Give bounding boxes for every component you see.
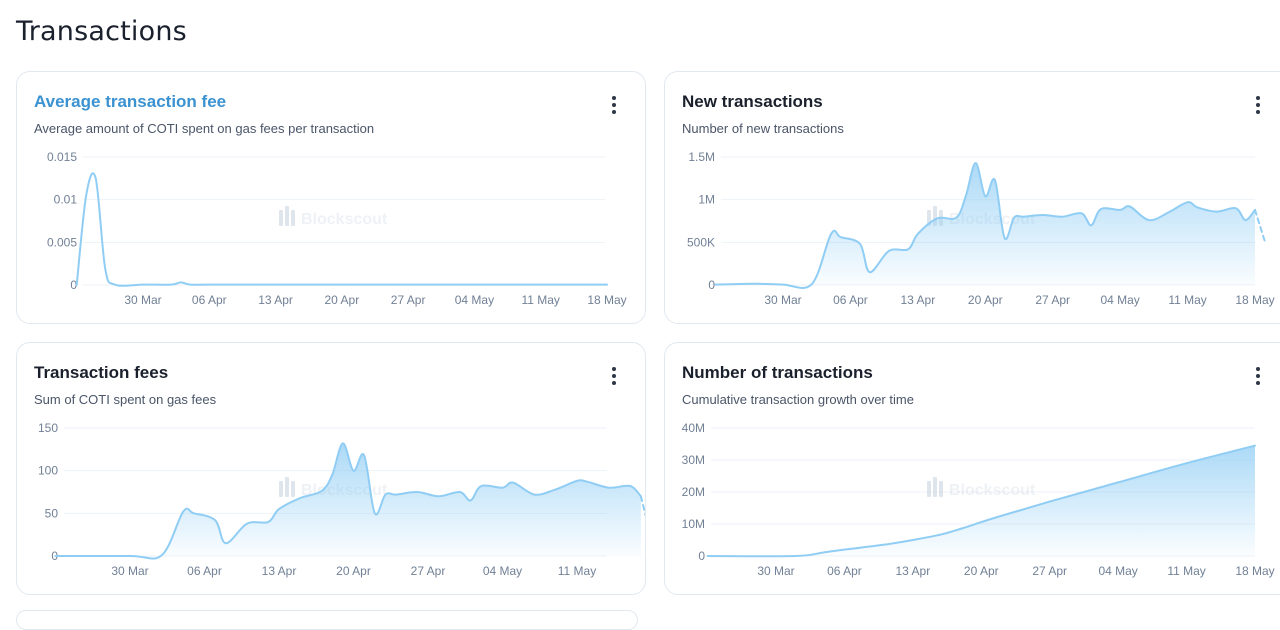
- x-tick-label: 04 May: [1100, 293, 1139, 307]
- y-tick-label: 0: [698, 549, 705, 563]
- chart-card-partial: [16, 610, 638, 630]
- x-tick-label: 04 May: [483, 564, 522, 578]
- chart-card-number-of-transactions: Number of transactions Cumulative transa…: [664, 342, 1280, 595]
- x-tick-label: 06 Apr: [187, 564, 222, 578]
- x-tick-label: 04 May: [1098, 564, 1137, 578]
- y-tick-label: 0: [708, 278, 715, 292]
- series-line: [706, 444, 1256, 558]
- x-tick-label: 27 Apr: [411, 564, 446, 578]
- series-area: [55, 443, 641, 559]
- x-tick-label: 06 Apr: [833, 293, 868, 307]
- x-tick-label: 13 Apr: [258, 293, 293, 307]
- x-tick-label: 30 Mar: [111, 564, 148, 578]
- y-tick-label: 0.01: [54, 193, 78, 207]
- series-line-projected: [639, 495, 645, 518]
- chart-average-transaction-fee: 0 0.005 0.01 0.015 30 Mar 06 Apr 13 Apr 20 Apr 2…: [47, 150, 627, 307]
- x-tick-label: 11 May: [1168, 293, 1206, 307]
- series-line: [75, 172, 608, 287]
- series-line: [54, 442, 642, 560]
- x-tick-label: 11 May: [558, 564, 596, 578]
- card-description: Cumulative transaction growth over time: [682, 392, 914, 407]
- card-description: Sum of COTI spent on gas fees: [34, 392, 217, 407]
- card-title-link[interactable]: Average transaction fee: [34, 92, 227, 111]
- series-area: [707, 445, 1255, 557]
- x-tick-label: 11 May: [521, 293, 559, 307]
- x-tick-label: 13 Apr: [262, 564, 297, 578]
- x-tick-label: 20 Apr: [325, 293, 360, 307]
- x-tick-label: 20 Apr: [968, 293, 1003, 307]
- y-tick-label: 40M: [682, 421, 705, 435]
- x-tick-label: 04 May: [455, 293, 494, 307]
- series-area: [715, 162, 1255, 289]
- y-tick-label: 10M: [682, 517, 705, 531]
- chart-card-average-transaction-fee: Average transaction fee Average amount o…: [16, 71, 646, 324]
- y-tick-label: 20M: [682, 485, 705, 499]
- y-tick-label: 1M: [698, 193, 715, 207]
- more-options-icon[interactable]: [1253, 96, 1263, 118]
- series-line-projected: [1254, 208, 1266, 242]
- watermark-text: Blockscout: [949, 482, 1036, 499]
- x-tick-label: 27 Apr: [1035, 293, 1070, 307]
- x-tick-label: 20 Apr: [336, 564, 371, 578]
- more-options-icon[interactable]: [609, 367, 619, 389]
- y-tick-label: 0.005: [47, 235, 77, 249]
- x-tick-label: 13 Apr: [896, 564, 931, 578]
- y-tick-label: 50: [45, 506, 59, 520]
- x-tick-label: 30 Mar: [764, 293, 801, 307]
- y-tick-label: 1.5M: [688, 150, 715, 164]
- card-title: Number of transactions: [682, 363, 873, 382]
- chart-card-transaction-fees: Transaction fees Sum of COTI spent on ga…: [16, 342, 646, 595]
- x-tick-label: 30 Mar: [757, 564, 794, 578]
- chart-card-new-transactions: New transactions Number of new transacti…: [664, 71, 1280, 324]
- x-tick-label: 27 Apr: [1032, 564, 1067, 578]
- more-options-icon[interactable]: [609, 96, 619, 118]
- watermark: Blockscout: [927, 477, 1036, 499]
- x-tick-label: 13 Apr: [901, 293, 936, 307]
- y-tick-label: 0: [70, 278, 77, 292]
- watermark: Blockscout: [279, 206, 388, 228]
- x-tick-label: 18 May: [1235, 293, 1274, 307]
- more-options-icon[interactable]: [1253, 367, 1263, 389]
- x-tick-label: 20 Apr: [964, 564, 999, 578]
- x-tick-label: 18 May: [587, 293, 626, 307]
- x-tick-label: 11 May: [1167, 564, 1205, 578]
- x-tick-label: 27 Apr: [391, 293, 426, 307]
- card-title: Transaction fees: [34, 363, 169, 382]
- y-tick-label: 100: [38, 464, 58, 478]
- card-description: Number of new transactions: [682, 121, 844, 136]
- y-tick-label: 30M: [682, 453, 705, 467]
- series-line: [714, 161, 1256, 289]
- chart-number-of-transactions: 0 10M 20M 30M 40M 30 Mar 06 Apr 13 Apr 20 Apr 27 …: [682, 421, 1275, 578]
- x-tick-label: 18 May: [1235, 564, 1274, 578]
- card-description: Average amount of COTI spent on gas fees…: [34, 121, 375, 136]
- y-tick-label: 150: [38, 421, 58, 435]
- watermark-text: Blockscout: [301, 211, 388, 228]
- card-title: New transactions: [682, 92, 823, 111]
- x-tick-label: 06 Apr: [192, 293, 227, 307]
- x-tick-label: 06 Apr: [827, 564, 862, 578]
- y-tick-label: 0.015: [47, 150, 77, 164]
- page-title: Transactions: [16, 16, 187, 47]
- y-tick-label: 500K: [687, 235, 715, 249]
- chart-new-transactions: 0 500K 1M 1.5M 30 Mar 06 Apr 13 Apr 20 Apr 27 Ap…: [687, 150, 1275, 307]
- x-tick-label: 30 Mar: [124, 293, 161, 307]
